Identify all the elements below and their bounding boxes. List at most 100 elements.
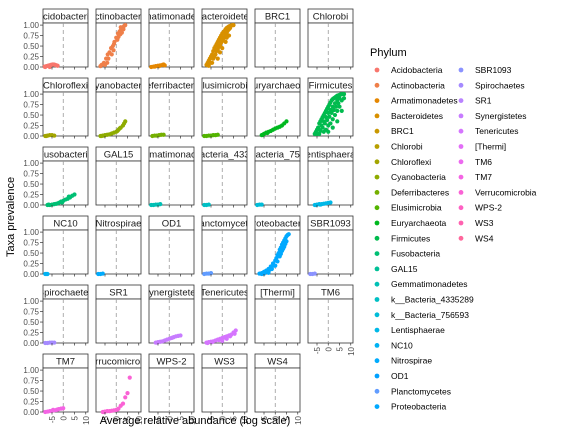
data-point (337, 104, 342, 109)
legend-item: Proteobacteria (374, 402, 447, 412)
data-point (228, 334, 233, 339)
data-point (117, 126, 122, 131)
strip-label: Verrucomicrobia (84, 357, 153, 368)
panel-spirochaetes: Spirochaetes 0.000.25 0.500.75 1.00 (23, 284, 89, 348)
strip-label: Tenericutes (200, 288, 249, 299)
x-tick-label: -5 (260, 415, 269, 423)
y-tick-label: 1.00 (23, 21, 39, 30)
legend-item: GAL15 (374, 264, 418, 274)
y-tick-label: 1.00 (23, 297, 39, 306)
legend-label: Firmicutes (391, 233, 430, 243)
data-point (269, 266, 274, 272)
data-point (332, 101, 338, 106)
data-point (44, 133, 49, 139)
strip-label: Deferribacteres (139, 81, 204, 92)
legend-item: Elusimicrobia (374, 203, 442, 213)
panel-elusimicrobia: Elusimicrobia (201, 77, 248, 139)
y-tick-label: 0.00 (23, 270, 39, 279)
legend-item: Bacteroidetes (374, 111, 443, 121)
legend-key (458, 205, 464, 211)
data-point (224, 35, 229, 40)
panel-brc1: BRC1 (254, 8, 301, 70)
legend-label: WS4 (475, 233, 494, 243)
data-point (61, 406, 66, 411)
data-point (100, 271, 105, 276)
legend-item: WS3 (458, 218, 494, 228)
data-point (52, 340, 57, 345)
x-tick-label: 10 (294, 415, 303, 424)
data-point (52, 133, 57, 138)
data-point (322, 121, 327, 126)
data-point (328, 121, 333, 126)
data-point (210, 60, 215, 65)
legend-key (374, 159, 380, 165)
y-tick-label: 0.50 (23, 249, 39, 258)
legend-label: OD1 (391, 371, 409, 381)
y-tick-label: 0.75 (23, 101, 39, 110)
legend-label: Tenericutes (475, 126, 518, 136)
strip-label: Lentisphaerae (300, 150, 360, 161)
legend-label: Armatimonadetes (391, 96, 458, 106)
panel-proteobacteria: Proteobacteria (247, 215, 310, 277)
data-point (111, 41, 117, 47)
x-tick-label: 5 (336, 346, 345, 351)
legend-key (458, 144, 464, 149)
data-point (281, 246, 286, 251)
data-point (330, 104, 335, 109)
legend-key (458, 190, 464, 195)
data-point (339, 108, 344, 113)
panel-gal15: GAL15 (95, 146, 142, 208)
data-point (228, 25, 233, 31)
data-point (330, 117, 335, 122)
plot-area (148, 160, 195, 206)
panel-tenericutes: Tenericutes (200, 284, 249, 346)
x-tick-label: 5 (124, 415, 133, 420)
legend-key (458, 174, 464, 180)
x-tick-label: 5 (283, 415, 292, 420)
legend-label: Chloroflexi (391, 157, 431, 167)
legend-label: Chlorobi (391, 142, 423, 152)
panel-acidobacteria: Acidobacteria 0.000.25 0.500.75 1.00 (23, 8, 95, 72)
legend-key (458, 98, 464, 103)
x-tick-label: -5 (101, 415, 110, 423)
data-point (325, 117, 330, 123)
data-point (220, 338, 225, 344)
panel-k-bacteria-4335289: k__Bacteria_4335289 (201, 146, 248, 208)
legend-key (374, 220, 380, 226)
plot-area (42, 298, 89, 344)
y-tick-label: 0.25 (23, 53, 39, 62)
data-point (158, 202, 163, 207)
legend-label: Lentisphaerae (391, 325, 445, 335)
x-tick-label: -5 (313, 346, 322, 354)
y-tick-label: 0.75 (23, 308, 39, 317)
data-point (231, 22, 236, 28)
legend-item: Gemmatimonadetes (374, 279, 468, 289)
legend-item: Lentisphaerae (374, 325, 445, 335)
strip-label: Proteobacteria (247, 219, 310, 230)
plot-area (148, 91, 195, 137)
data-point (221, 36, 226, 41)
legend-label: SBR1093 (475, 65, 512, 75)
x-tick-label: 10 (135, 415, 144, 424)
data-point (219, 40, 224, 45)
legend-key (374, 144, 380, 149)
x-tick-label: 10 (347, 346, 356, 355)
legend-label: TM6 (475, 157, 492, 167)
data-point (335, 119, 340, 124)
legend-item: Deferribacteres (374, 187, 449, 197)
legend-key (458, 82, 464, 88)
strip-label: Acidobacteria (37, 12, 95, 23)
data-point (341, 91, 347, 97)
legend-label: Elusimicrobia (391, 203, 442, 213)
strip-label: Firmicutes (309, 81, 353, 92)
data-point (60, 200, 65, 205)
legend-item: Fusobacteria (374, 249, 440, 259)
data-point (178, 333, 183, 338)
data-point (215, 56, 220, 61)
data-point (335, 108, 340, 113)
y-tick-label: 0.50 (23, 180, 39, 189)
legend-item: SBR1093 (458, 65, 512, 75)
legend-item: SR1 (458, 96, 492, 106)
plot-area (201, 367, 248, 413)
legend-item: Chloroflexi (374, 157, 431, 167)
